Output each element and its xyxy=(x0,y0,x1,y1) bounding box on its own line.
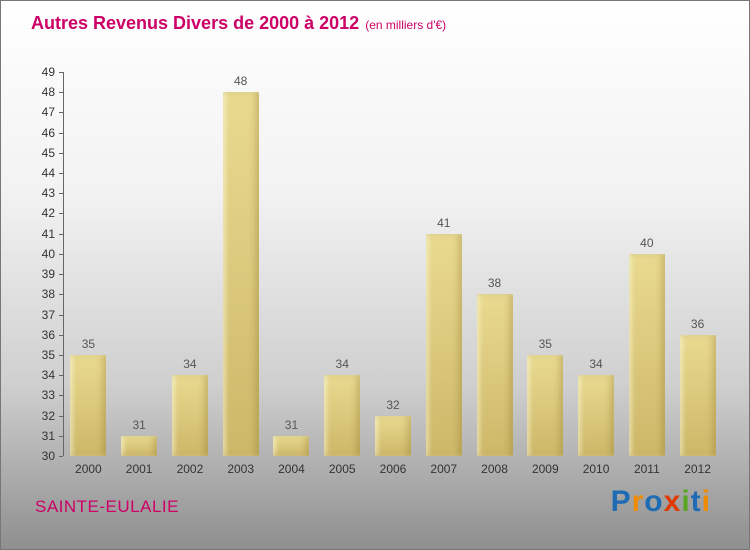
y-tick-label: 40 xyxy=(41,246,55,261)
bar-value-label: 32 xyxy=(386,397,400,412)
bar-value-label: 38 xyxy=(487,276,502,291)
y-axis-tick xyxy=(59,314,63,316)
x-tick-label: 2010 xyxy=(582,462,610,476)
y-tick-label: 35 xyxy=(41,347,55,362)
y-axis-tick xyxy=(59,395,63,397)
bar-2005 xyxy=(324,375,361,456)
bar-2003 xyxy=(222,92,259,456)
y-tick-label: 34 xyxy=(41,368,55,383)
bar-value-label: 48 xyxy=(234,74,248,89)
logo-letter: i xyxy=(681,485,691,518)
y-tick-label: 47 xyxy=(41,105,55,120)
y-axis-tick xyxy=(59,213,63,215)
bar-2001 xyxy=(121,435,158,456)
y-axis-tick xyxy=(59,152,63,154)
y-tick-label: 41 xyxy=(41,226,55,241)
y-tick-label: 33 xyxy=(41,388,55,403)
bar-value-label: 34 xyxy=(183,357,197,372)
x-tick-label: 2009 xyxy=(531,462,559,476)
bar-2000 xyxy=(70,354,107,456)
x-tick-label: 2008 xyxy=(481,462,508,476)
bar-2004 xyxy=(273,435,310,456)
bar-value-label: 31 xyxy=(132,417,146,432)
y-tick-label: 44 xyxy=(41,166,55,181)
y-axis-tick xyxy=(59,173,63,175)
y-axis-tick xyxy=(59,294,63,296)
y-axis-tick xyxy=(59,92,63,94)
bar-value-label: 41 xyxy=(437,215,451,230)
y-axis-tick xyxy=(59,132,63,134)
bar-2010 xyxy=(578,375,615,456)
y-axis-tick xyxy=(59,375,63,377)
y-tick-label: 43 xyxy=(41,186,55,201)
y-axis-tick xyxy=(59,253,63,255)
y-axis-tick xyxy=(59,233,63,235)
bar-2007 xyxy=(425,233,462,456)
y-tick-label: 37 xyxy=(41,307,55,322)
y-tick-label: 30 xyxy=(41,449,55,463)
bar-2008 xyxy=(476,294,513,456)
logo-letter: x xyxy=(663,485,682,518)
y-tick-label: 46 xyxy=(41,125,55,140)
y-axis-tick xyxy=(59,72,63,73)
logo-letter: t xyxy=(690,485,702,518)
y-axis-line xyxy=(63,72,64,456)
y-axis-tick xyxy=(59,193,63,195)
x-tick-label: 2006 xyxy=(379,462,407,476)
bar-2009 xyxy=(527,354,564,456)
y-axis-tick xyxy=(59,415,63,417)
bar-value-label: 40 xyxy=(640,235,654,250)
x-tick-label: 2002 xyxy=(176,462,204,476)
commune-name: SAINTE-EULALIE xyxy=(35,497,179,516)
y-axis-tick xyxy=(59,112,63,114)
x-tick-label: 2012 xyxy=(684,462,711,476)
bar-value-label: 34 xyxy=(589,357,603,372)
y-tick-label: 49 xyxy=(41,65,55,79)
chart-subtitle: (en milliers d'€) xyxy=(365,18,447,32)
bar-value-label: 34 xyxy=(335,357,349,372)
y-tick-label: 31 xyxy=(41,428,55,443)
x-tick-label: 2001 xyxy=(125,462,153,476)
y-tick-label: 39 xyxy=(41,267,55,282)
y-axis-tick xyxy=(59,274,63,276)
bar-value-label: 36 xyxy=(690,316,705,331)
x-tick-label: 2005 xyxy=(328,462,356,476)
x-tick-label: 2003 xyxy=(227,462,255,476)
bar-2011 xyxy=(628,253,665,456)
bar-value-label: 35 xyxy=(81,336,96,351)
proxiti-logo: Proxiti xyxy=(611,485,711,519)
logo-letter: o xyxy=(644,485,664,518)
bar-2012 xyxy=(679,334,716,456)
y-axis-tick xyxy=(59,334,63,336)
y-tick-label: 38 xyxy=(41,287,55,302)
y-tick-label: 32 xyxy=(41,408,55,423)
logo-letter: P xyxy=(610,485,632,518)
x-tick-label: 2004 xyxy=(278,462,305,476)
y-tick-label: 36 xyxy=(41,327,55,342)
y-axis-tick xyxy=(59,435,63,437)
bar-2002 xyxy=(171,375,208,456)
y-axis-tick xyxy=(59,456,63,457)
y-tick-label: 42 xyxy=(41,206,55,221)
bar-value-label: 31 xyxy=(284,417,299,432)
y-tick-label: 48 xyxy=(41,85,55,100)
bar-value-label: 35 xyxy=(538,336,552,351)
x-tick-label: 2011 xyxy=(633,462,660,476)
y-axis-tick xyxy=(59,354,63,356)
x-tick-label: 2000 xyxy=(75,462,102,476)
bar-2006 xyxy=(375,415,411,456)
logo-letter: r xyxy=(631,485,645,518)
x-tick-label: 2007 xyxy=(430,462,458,476)
logo-letter: i xyxy=(701,485,711,518)
chart-title-text: Autres Revenus Divers de 2000 à 2012 xyxy=(31,13,360,33)
chart-title: Autres Revenus Divers de 2000 à 2012 (en … xyxy=(31,13,446,34)
y-tick-label: 45 xyxy=(41,145,55,160)
